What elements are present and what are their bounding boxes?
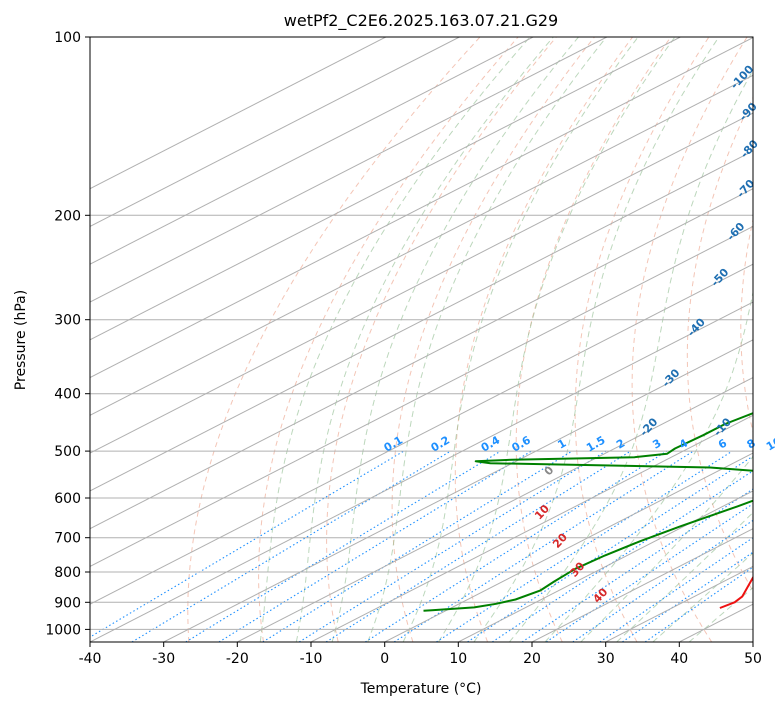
- y-tick-label: 400: [54, 387, 81, 403]
- isotherm-line: [90, 37, 608, 303]
- isotherm-line: [90, 112, 753, 454]
- mixing-ratio-line: [298, 450, 607, 642]
- mixing-ratio-line: [644, 566, 753, 642]
- dry-adiabat-line: [574, 37, 710, 642]
- isotherm-line: [310, 414, 753, 642]
- isotherm-line: [90, 188, 753, 530]
- dewpoint-profile-line: [423, 412, 753, 612]
- y-tick-label: 500: [54, 444, 81, 460]
- mixing-ratio-line: [393, 450, 694, 642]
- mixing-ratio-line: [325, 450, 631, 642]
- x-tick-label: -30: [152, 651, 175, 667]
- y-tick-label: 1000: [45, 622, 81, 638]
- mixing-ratio-line: [90, 450, 405, 638]
- isotherm-line: [90, 37, 387, 190]
- mixing-ratio-line: [491, 470, 753, 642]
- mixing-ratio-line: [218, 450, 532, 642]
- isotherm-line: [90, 37, 534, 265]
- mixing-ratio-lines: [90, 450, 753, 642]
- isotherm-lines: [90, 37, 753, 642]
- mixing-ratio-line: [521, 488, 753, 642]
- moist-adiabat-line: [473, 37, 720, 642]
- isotherm-line: [458, 490, 753, 642]
- x-tick-label: 40: [670, 651, 688, 667]
- mixing-ratio-line: [185, 450, 501, 642]
- dry-adiabat-line: [631, 37, 748, 642]
- moist-adiabat-line: [544, 290, 753, 642]
- y-tick-label: 900: [54, 595, 81, 611]
- isotherm-line: [384, 452, 753, 642]
- x-tick-label: 20: [523, 651, 541, 667]
- moist-adiabat-line: [259, 37, 531, 642]
- x-tick-label: -40: [79, 651, 102, 667]
- isobar-grid-lines: [90, 37, 753, 630]
- x-tick-label: -10: [300, 651, 323, 667]
- moist-adiabat-line: [580, 455, 753, 642]
- x-tick-label: 50: [744, 651, 762, 667]
- y-tick-label: 200: [54, 208, 81, 224]
- isotherm-line: [90, 37, 460, 228]
- y-tick-label: 800: [54, 565, 81, 581]
- x-axis-label: Temperature (°C): [360, 681, 482, 697]
- dry-adiabat-line: [187, 37, 481, 642]
- x-axis: -40 -30 -20 -10 0 10 20 30 40 50: [79, 642, 762, 667]
- isotherm-line: [237, 376, 753, 642]
- isotherm-line: [90, 150, 753, 492]
- dry-adiabats: [187, 37, 753, 642]
- y-tick-label: 600: [54, 491, 81, 507]
- moist-adiabat-line: [509, 69, 753, 642]
- dry-adiabat-line: [686, 96, 753, 593]
- y-tick-label: 100: [54, 30, 81, 46]
- isotherm-line: [531, 528, 753, 642]
- profile-lines: [423, 412, 753, 612]
- chart-title: wetPf2_C2E6.2025.163.07.21.G29: [284, 11, 558, 31]
- plot-area: [90, 37, 753, 642]
- isotherm-line: [90, 74, 753, 416]
- mixing-ratio-label: 10: [764, 434, 775, 453]
- moist-adiabat-line: [616, 511, 753, 642]
- x-tick-label: 30: [597, 651, 615, 667]
- dry-adiabat-line: [326, 37, 557, 642]
- mixing-ratio-line: [365, 450, 668, 642]
- dry-adiabat-line: [258, 37, 519, 642]
- y-axis: 100 200 300 400 500 600 700 800 900 1000: [45, 30, 90, 638]
- mixing-ratio-line: [545, 503, 753, 642]
- moist-adiabat-line: [402, 37, 639, 642]
- isotherm-line: [163, 339, 753, 642]
- x-tick-label: 10: [449, 651, 467, 667]
- isotherm-line: [90, 37, 753, 379]
- y-tick-label: 700: [54, 531, 81, 547]
- y-axis-label: Pressure (hPa): [13, 290, 29, 390]
- x-tick-label: 0: [380, 651, 389, 667]
- isotherm-line: [90, 225, 753, 568]
- x-tick-label: -20: [226, 651, 249, 667]
- dry-adiabat-line: [454, 37, 634, 642]
- dry-adiabat-line: [515, 37, 672, 642]
- y-tick-label: 300: [54, 313, 81, 329]
- plot-frame: [89, 36, 754, 643]
- moist-adiabat-line: [652, 552, 753, 642]
- moist-adiabat-line: [367, 37, 607, 642]
- isotherm-line: [90, 263, 753, 605]
- isotherm-line: [90, 37, 681, 341]
- moist-adiabat-line: [331, 37, 579, 642]
- isotherm-line: [90, 301, 753, 642]
- moist-adiabat-line: [295, 37, 554, 642]
- mixing-ratio-line: [622, 551, 753, 642]
